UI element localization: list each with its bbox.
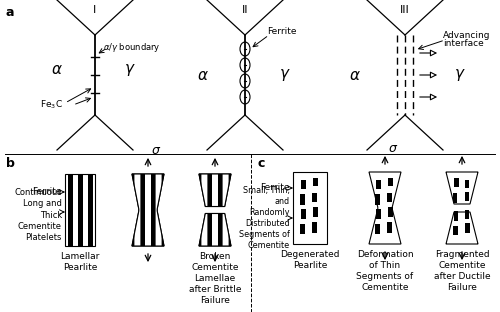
Polygon shape	[134, 174, 140, 246]
Polygon shape	[132, 174, 164, 246]
Polygon shape	[199, 174, 231, 207]
Bar	[68, 174, 72, 246]
Text: II: II	[242, 5, 248, 15]
Polygon shape	[145, 174, 151, 246]
Bar	[312, 193, 316, 202]
Bar	[454, 211, 458, 221]
Text: Degenerated
Pearlite: Degenerated Pearlite	[280, 250, 340, 270]
Text: Deformation
of Thin
Segments of
Cementite: Deformation of Thin Segments of Cementit…	[356, 250, 414, 292]
Text: Ferrite: Ferrite	[32, 188, 62, 197]
Bar	[374, 193, 380, 204]
Polygon shape	[202, 174, 207, 207]
Text: I: I	[94, 5, 96, 15]
Bar	[300, 209, 306, 219]
Polygon shape	[446, 212, 478, 244]
Bar	[78, 174, 82, 246]
Bar	[388, 178, 392, 186]
Text: c: c	[258, 157, 266, 170]
Bar	[376, 209, 380, 219]
Bar	[465, 180, 469, 188]
Bar	[454, 178, 458, 187]
Text: $\alpha$/$\gamma$ boundary: $\alpha$/$\gamma$ boundary	[103, 41, 160, 53]
Polygon shape	[156, 174, 162, 246]
Polygon shape	[212, 174, 218, 207]
Text: a: a	[6, 6, 14, 19]
Bar	[374, 224, 380, 234]
Text: III: III	[400, 5, 410, 15]
Polygon shape	[199, 213, 231, 246]
Polygon shape	[212, 213, 218, 246]
Bar	[464, 223, 469, 233]
Text: Lamellar
Pearlite: Lamellar Pearlite	[60, 252, 100, 272]
Bar	[312, 222, 316, 232]
Text: Advancing: Advancing	[443, 31, 490, 40]
Bar	[465, 209, 469, 218]
Bar	[465, 192, 469, 201]
Text: Fragmented
Cementite
after Ductile
Failure: Fragmented Cementite after Ductile Failu…	[434, 250, 490, 292]
Text: $\alpha$: $\alpha$	[51, 62, 63, 77]
Bar	[386, 193, 392, 202]
Bar	[386, 222, 392, 232]
Text: $\alpha$: $\alpha$	[349, 67, 361, 82]
Text: $\sigma$: $\sigma$	[151, 144, 161, 157]
Bar	[452, 226, 458, 235]
Bar	[376, 179, 380, 188]
Text: Fe$_3$C: Fe$_3$C	[40, 99, 63, 111]
Bar	[312, 178, 318, 186]
Text: Ferrite: Ferrite	[260, 183, 290, 193]
Polygon shape	[222, 213, 228, 246]
Bar	[453, 193, 457, 203]
Bar	[300, 179, 306, 188]
Text: $\gamma$: $\gamma$	[454, 67, 466, 83]
Polygon shape	[222, 174, 228, 207]
Bar	[388, 207, 392, 217]
Text: Ferrite: Ferrite	[267, 27, 296, 36]
Bar	[88, 174, 92, 246]
Text: $\alpha$: $\alpha$	[197, 67, 209, 82]
Text: Broken
Cementite
Lamellae
after Brittle
Failure: Broken Cementite Lamellae after Brittle …	[189, 252, 241, 305]
Text: interface: interface	[443, 40, 484, 48]
Text: $\gamma$: $\gamma$	[124, 62, 136, 78]
Polygon shape	[202, 213, 207, 246]
Bar	[300, 224, 304, 234]
Text: $\sigma$: $\sigma$	[388, 142, 398, 155]
Polygon shape	[446, 172, 478, 204]
Bar	[312, 207, 318, 217]
Text: Small, Thin,
and
Randomly
Distributed
Segments of
Cementite: Small, Thin, and Randomly Distributed Se…	[239, 186, 290, 250]
Text: Continuous
Long and
Thick
Cementite
Platelets: Continuous Long and Thick Cementite Plat…	[14, 188, 62, 242]
Bar	[65, 174, 95, 246]
Text: $\gamma$: $\gamma$	[279, 67, 291, 83]
Bar	[293, 172, 327, 244]
Bar	[300, 193, 304, 204]
Polygon shape	[369, 172, 401, 244]
Text: b: b	[6, 157, 15, 170]
